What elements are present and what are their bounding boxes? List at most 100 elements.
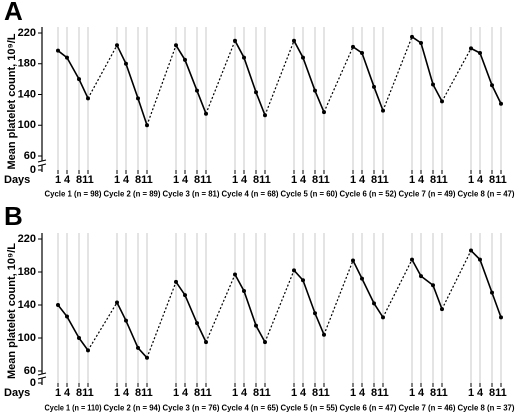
x-tick-label: 8 [135, 174, 141, 186]
cycle-line [175, 281, 207, 343]
data-point [174, 43, 178, 48]
connector [146, 281, 177, 359]
data-point [124, 61, 128, 66]
axis-break [37, 372, 47, 376]
x-tick-label: 1 [232, 387, 238, 399]
cycle-label: Cycle 3 (n = 81) [163, 188, 220, 198]
y-tick-label: 60 [24, 365, 36, 377]
x-tick-label: 1 [409, 387, 415, 399]
data-point [410, 257, 414, 262]
x-tick-label: 11 [436, 174, 448, 186]
x-tick-label: 4 [359, 387, 366, 399]
x-axis-label: Days [4, 387, 30, 399]
x-tick-label: 4 [477, 387, 484, 399]
x-tick-label: 1 [291, 387, 297, 399]
x-tick-label: 8 [489, 174, 495, 186]
x-axis-label: Days [4, 174, 30, 186]
data-point [478, 50, 482, 55]
x-tick-label: 11 [495, 174, 507, 186]
y-tick-label: 140 [18, 88, 36, 100]
cycle-line [57, 50, 89, 99]
data-point [77, 77, 81, 82]
data-point [372, 301, 376, 306]
data-point [65, 314, 69, 319]
x-tick-label: 1 [173, 174, 179, 186]
x-tick-label: 11 [82, 174, 94, 186]
connector [205, 274, 236, 343]
data-point [360, 276, 364, 281]
x-tick-label: 1 [409, 174, 415, 186]
y-tick-label: 0 [30, 377, 36, 389]
data-point [136, 345, 140, 350]
x-tick-label: 1 [291, 174, 297, 186]
connector [264, 270, 295, 343]
cycle-line [293, 40, 325, 113]
x-tick-label: 4 [182, 174, 189, 186]
y-tick-label: 100 [18, 332, 36, 344]
data-point [469, 248, 473, 253]
x-tick-label: 8 [76, 174, 82, 186]
x-tick-label: 8 [430, 174, 436, 186]
x-tick-label: 8 [253, 174, 259, 186]
cycle-line [352, 260, 384, 318]
axis-break [37, 159, 47, 163]
x-tick-label: 8 [312, 174, 318, 186]
x-tick-label: 1 [114, 387, 120, 399]
x-tick-label: 8 [76, 387, 82, 399]
x-tick-label: 11 [259, 174, 271, 186]
cycle-line [234, 40, 266, 116]
cycle-line [116, 44, 148, 126]
x-tick-label: 4 [241, 387, 248, 399]
data-point [242, 288, 246, 293]
x-tick-label: 8 [194, 387, 200, 399]
x-tick-label: 11 [377, 387, 389, 399]
cycle-label: Cycle 4 (n = 65) [222, 402, 279, 412]
axis-break-gap [38, 161, 46, 165]
y-tick-label: 60 [24, 150, 36, 162]
x-tick-label: 8 [489, 387, 495, 399]
connector [382, 259, 413, 318]
x-tick-label: 8 [312, 387, 318, 399]
x-tick-label: 1 [55, 174, 61, 186]
data-point [56, 48, 60, 53]
x-tick-label: 1 [173, 387, 179, 399]
connector [264, 40, 295, 116]
data-point [313, 88, 317, 93]
data-point [136, 96, 140, 101]
axis-break-gap [38, 374, 46, 378]
cycle-label: Cycle 4 (n = 68) [222, 188, 279, 198]
data-point [183, 293, 187, 298]
x-tick-label: 4 [359, 174, 366, 186]
cycle-line [470, 47, 502, 105]
cycle-label: Cycle 5 (n = 60) [281, 188, 338, 198]
data-point [115, 300, 119, 305]
data-point [351, 258, 355, 263]
cycle-label: Cycle 8 (n = 37) [458, 402, 515, 412]
data-point [195, 321, 199, 326]
data-point [499, 315, 503, 320]
y-axis-label: Mean platelet count, 10⁹/L [6, 33, 18, 169]
x-tick-label: 8 [371, 387, 377, 399]
x-tick-label: 4 [64, 387, 71, 399]
x-tick-label: 11 [377, 174, 389, 186]
cycle-label: Cycle 5 (n = 55) [281, 402, 338, 412]
x-tick-label: 4 [300, 387, 307, 399]
cycle-line [411, 259, 443, 310]
data-point [242, 55, 246, 60]
data-point [351, 44, 355, 49]
x-tick-label: 4 [123, 174, 130, 186]
x-tick-label: 8 [194, 174, 200, 186]
cycle-label: Cycle 6 (n = 47) [340, 402, 397, 412]
connector [441, 250, 472, 310]
x-tick-label: 11 [318, 174, 330, 186]
connector [146, 45, 177, 126]
cycle-line [234, 274, 266, 343]
x-tick-label: 8 [371, 174, 377, 186]
x-tick-label: 1 [350, 387, 356, 399]
data-point [372, 84, 376, 89]
x-tick-label: 1 [350, 174, 356, 186]
x-tick-label: 11 [200, 174, 212, 186]
data-point [254, 323, 258, 328]
cycle-label: Cycle 1 (n = 98) [45, 188, 102, 198]
